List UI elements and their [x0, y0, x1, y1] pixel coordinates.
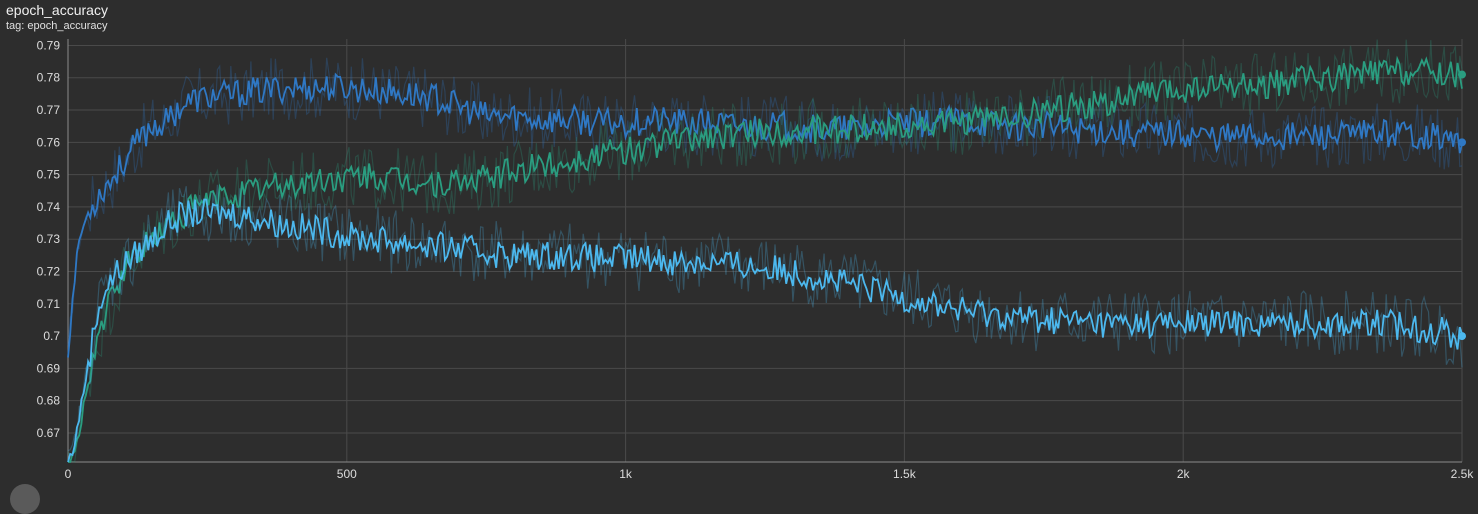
- x-tick-label: 500: [337, 467, 357, 481]
- chart-header: epoch_accuracy tag: epoch_accuracy: [6, 2, 108, 33]
- x-tick-label: 1.5k: [893, 467, 917, 481]
- x-tick-label: 2k: [1177, 467, 1191, 481]
- series-end-point: [1458, 332, 1466, 341]
- y-tick-label: 0.72: [37, 264, 61, 278]
- y-tick-label: 0.73: [37, 232, 61, 246]
- y-tick-label: 0.78: [37, 71, 61, 85]
- y-tick-label: 0.69: [37, 361, 61, 375]
- line-chart[interactable]: 0 500 1k 1.5k 2k 2.5k 0.67 0.68 0.69 0.7 0.71 0.72 0…: [0, 0, 1478, 492]
- x-tick-label: 2.5k: [1451, 467, 1475, 481]
- grid-lines: [67, 39, 1463, 462]
- series-line: [68, 55, 1463, 463]
- series-line: [67, 72, 1463, 358]
- x-tick-label: 0: [65, 467, 72, 481]
- chart-subtitle: tag: epoch_accuracy: [6, 20, 108, 32]
- y-tick-label: 0.79: [37, 38, 61, 52]
- y-tick-label: 0.67: [37, 426, 61, 440]
- y-tick-label: 0.68: [37, 394, 61, 408]
- series-end-point: [1458, 70, 1466, 79]
- y-tick-label: 0.77: [37, 103, 61, 117]
- series-2: [67, 39, 1466, 463]
- series-end-point: [1458, 138, 1466, 147]
- y-tick-label: 0.74: [37, 200, 61, 214]
- y-tick-label: 0.75: [37, 168, 61, 182]
- x-tick-label: 1k: [619, 467, 633, 481]
- fab-button[interactable]: [10, 484, 40, 514]
- series-1: [67, 57, 1466, 358]
- chart-title: epoch_accuracy: [6, 2, 108, 18]
- y-tick-label: 0.7: [43, 329, 60, 343]
- y-tick-label: 0.71: [37, 297, 61, 311]
- series-raw-line: [67, 57, 1463, 346]
- y-tick-label: 0.76: [37, 135, 61, 149]
- series-raw-line: [67, 184, 1463, 452]
- series-3: [67, 184, 1466, 463]
- series-line: [67, 198, 1463, 463]
